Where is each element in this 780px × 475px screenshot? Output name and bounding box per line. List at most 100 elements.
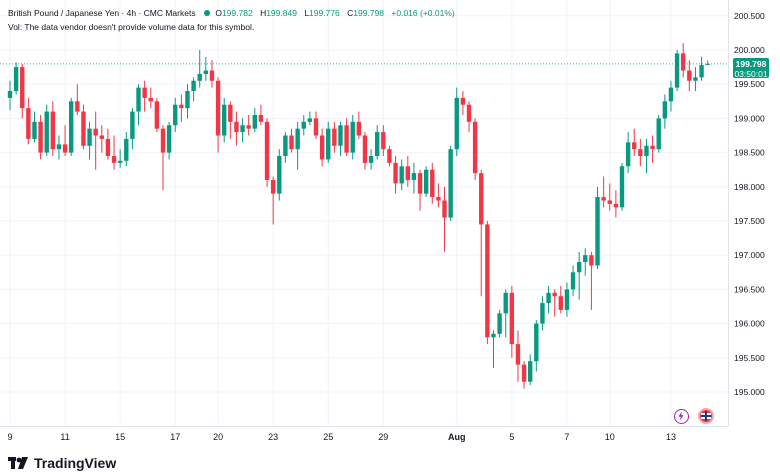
candle-body — [405, 166, 410, 180]
candle-body — [246, 125, 251, 129]
ohlc-close-label: C — [347, 8, 354, 18]
last-price-label: 199.798 03:50:01 — [733, 58, 769, 79]
candles — [7, 43, 710, 389]
candle-body — [662, 101, 668, 119]
x-tick-label: 5 — [509, 432, 514, 442]
candle-body — [252, 114, 257, 129]
flag-icon[interactable] — [698, 408, 714, 424]
ohlc-open-label: O — [215, 8, 222, 18]
y-tick-label: 196.500 — [734, 284, 765, 294]
x-tick-label: 15 — [115, 432, 125, 442]
bar-countdown: 03:50:01 — [734, 69, 768, 79]
candle-body — [595, 197, 600, 266]
tradingview-logo-icon — [8, 457, 28, 469]
candle-body — [13, 67, 19, 92]
candle-body — [638, 149, 643, 157]
x-tick-label: 25 — [323, 432, 333, 442]
candle-body — [687, 70, 692, 81]
candle-body — [277, 156, 282, 194]
candle-body — [50, 111, 56, 150]
y-tick-label: 195.500 — [734, 353, 765, 363]
candle-body — [674, 53, 680, 88]
candle-body — [185, 91, 190, 109]
y-tick-label: 197.000 — [734, 250, 765, 260]
candle-body — [381, 132, 386, 150]
tradingview-logo[interactable]: TradingView — [8, 455, 116, 471]
candle-body — [283, 135, 288, 157]
axes: 195.000 195.500 196.000 196.500 197.000 197.5… — [0, 0, 765, 442]
candle-body — [344, 125, 349, 153]
candle-body — [472, 121, 478, 174]
lightning-icon[interactable] — [674, 409, 689, 424]
candle-body — [619, 166, 625, 208]
candle-body — [338, 125, 343, 146]
candle-body — [509, 292, 515, 345]
x-tick-label: 29 — [378, 432, 388, 442]
candle-body — [191, 80, 196, 92]
last-price-value: 199.798 — [735, 59, 767, 69]
candle-body — [32, 121, 37, 139]
candle-body — [485, 224, 490, 338]
candle-body — [497, 313, 502, 334]
candle-body — [319, 135, 325, 160]
ohlc-high-label: H — [260, 8, 267, 18]
candle-body — [111, 156, 117, 163]
x-tick-label: 9 — [7, 432, 12, 442]
candle-body — [528, 361, 533, 382]
candle-body — [99, 135, 104, 139]
candle-body — [589, 255, 594, 266]
candle-body — [264, 121, 270, 180]
candle-body — [234, 121, 239, 133]
candle-body — [228, 104, 233, 122]
candle-body — [56, 144, 62, 150]
candle-body — [142, 87, 147, 98]
candle-body — [258, 114, 264, 122]
candle-body — [154, 101, 160, 129]
candle-body — [166, 125, 172, 153]
candle-body — [583, 255, 588, 263]
candle-body — [534, 323, 539, 362]
candle-body — [705, 63, 710, 65]
candle-body — [69, 101, 74, 153]
candle-body — [436, 197, 441, 201]
candle-body — [699, 65, 704, 78]
candle-body — [105, 138, 111, 157]
candle-body — [240, 125, 245, 133]
candle-body — [521, 364, 527, 382]
candle-body — [558, 296, 563, 310]
candle-body — [136, 87, 141, 112]
symbol-title[interactable]: British Pound / Japanese Yen · 4h · CMC … — [8, 8, 196, 18]
candle-body — [222, 104, 227, 136]
candle-body — [430, 169, 435, 198]
x-tick-label: 20 — [213, 432, 223, 442]
candle-body — [607, 200, 612, 204]
tradingview-wordmark: TradingView — [34, 455, 117, 471]
candle-body — [540, 303, 545, 324]
candle-body — [209, 70, 215, 81]
candle-body — [625, 142, 631, 167]
candle-body — [160, 128, 166, 153]
candle-body — [124, 138, 129, 161]
candle-body — [448, 149, 453, 218]
candle-body — [411, 173, 417, 180]
candle-body — [62, 144, 68, 153]
candle-body — [650, 145, 655, 150]
candle-body — [644, 145, 649, 157]
y-tick-label: 196.000 — [734, 319, 765, 329]
candle-body — [44, 111, 49, 153]
y-tick-label: 199.000 — [734, 113, 765, 123]
candle-body — [466, 104, 472, 122]
candle-body — [564, 289, 570, 310]
y-tick-label: 199.500 — [734, 79, 765, 89]
candle-body — [368, 156, 374, 163]
candle-body — [197, 73, 202, 81]
y-tick-label: 197.500 — [734, 216, 765, 226]
candle-body — [313, 118, 319, 136]
candle-body — [503, 292, 508, 314]
x-tick-label: 7 — [564, 432, 569, 442]
y-tick-label: 200.000 — [734, 45, 765, 55]
x-tick-label: 23 — [268, 432, 278, 442]
ohlc-high-value: 199.849 — [266, 8, 297, 18]
